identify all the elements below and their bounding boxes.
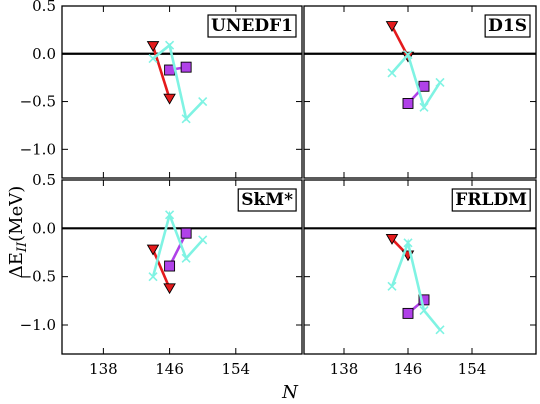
x-tick-label: 154	[221, 360, 250, 378]
y-axis-title-sub: II	[15, 241, 30, 253]
panel-1: 0.5 0.0 −0.5 −1.0 UNEDF1	[20, 0, 303, 179]
series-line-cyan	[390, 238, 442, 331]
data-point-x	[403, 50, 413, 60]
panel-4: 138 146 154 FRLDM	[303, 179, 537, 378]
x-axis-title: N	[281, 382, 299, 403]
data-point-square	[180, 227, 192, 239]
data-point-square	[402, 98, 414, 109]
data-point-x	[198, 96, 208, 107]
data-point-triangle	[146, 244, 160, 256]
data-point-x	[148, 272, 158, 282]
y-tick-label: 0.0	[32, 45, 56, 63]
x-tick-label: 138	[330, 360, 359, 378]
panel-frame	[61, 179, 303, 355]
y-tick-label: 0.0	[32, 219, 56, 237]
series-line-red	[151, 249, 171, 289]
data-point-x	[419, 305, 429, 316]
panel-frame	[61, 5, 303, 179]
panel-frame	[303, 5, 537, 179]
series-line-cyan	[151, 210, 204, 278]
y-axis-title-main: ΔE	[6, 252, 27, 278]
data-point-square	[180, 61, 192, 73]
data-point-x	[181, 114, 191, 124]
x-tick-label: 138	[89, 360, 118, 378]
series-line-cyan	[152, 42, 204, 122]
panel-label: FRLDM	[455, 190, 527, 210]
panel-label-box	[207, 14, 297, 38]
data-point-x	[181, 253, 191, 263]
y-tick-label: −0.5	[20, 268, 56, 286]
data-point-x	[387, 68, 397, 78]
panel-label: UNEDF1	[211, 16, 293, 36]
y-axis-title-unit: (MeV)	[6, 186, 27, 242]
panel-label: SkM*	[241, 190, 293, 210]
data-point-triangle	[163, 93, 176, 105]
data-point-triangle	[385, 234, 399, 245]
data-point-x	[435, 77, 445, 88]
data-point-x	[435, 325, 445, 335]
data-point-square	[164, 260, 176, 272]
data-point-x	[198, 235, 208, 245]
series-line-purple	[168, 232, 188, 267]
data-point-x	[403, 238, 413, 248]
panel-frame	[303, 179, 537, 355]
panel-label: D1S	[488, 16, 527, 36]
data-point-triangle	[163, 283, 176, 295]
panel-label-box	[451, 188, 531, 212]
panel-3: 0.5 0.0 −0.5 −1.0 138 146 154 SkM*	[20, 171, 303, 378]
y-tick-label: 0.5	[32, 0, 56, 15]
series-line-cyan	[391, 52, 442, 111]
y-tick-label: −1.0	[20, 140, 56, 158]
data-point-square	[418, 80, 430, 92]
data-point-x	[165, 210, 175, 220]
data-point-x	[148, 53, 158, 64]
panel-label-box	[237, 188, 297, 212]
data-point-x	[165, 40, 175, 50]
x-tick-label: 146	[155, 360, 184, 378]
y-tick-label: −0.5	[20, 93, 56, 111]
y-axis-title: ΔEII(MeV)	[6, 186, 30, 279]
x-tick-label: 154	[458, 360, 487, 378]
panel-label-box	[484, 14, 531, 38]
y-tick-label: −1.0	[20, 316, 56, 334]
x-tick-label: 146	[394, 360, 423, 378]
svg-text:ΔEII(MeV): ΔEII(MeV)	[6, 186, 30, 279]
panel-2: D1S	[303, 5, 537, 179]
data-point-triangle	[385, 21, 399, 32]
data-point-square	[402, 307, 414, 319]
data-point-x	[419, 102, 429, 112]
y-tick-label: 0.5	[32, 171, 56, 189]
data-point-triangle	[146, 41, 160, 53]
data-point-x	[387, 281, 397, 291]
